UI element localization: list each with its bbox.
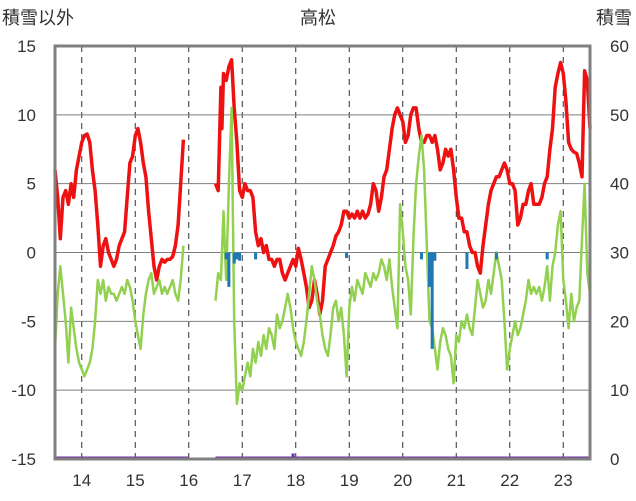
bar-blue-5 [254,252,258,260]
right-tick-10: 10 [610,381,629,400]
x-tick-23: 23 [554,471,573,490]
bar-blue-0 [224,252,228,260]
bar-blue-12 [494,252,498,260]
bar-blue-4 [238,252,242,261]
chart-title: 高松 [300,8,336,29]
x-tick-20: 20 [393,471,412,490]
right-axis-label: 積雪 [596,8,632,29]
left-tick-10: 10 [17,106,36,125]
x-tick-15: 15 [126,471,145,490]
bar-blue-11 [465,252,469,270]
bar-blue-10 [433,252,437,261]
x-tick-19: 19 [340,471,359,490]
x-tick-21: 21 [447,471,466,490]
left-tick--10: -10 [11,381,36,400]
bar-blue-3 [235,252,239,260]
left-tick-0: 0 [27,244,36,263]
plot-frame [53,44,592,461]
x-tick-22: 22 [500,471,519,490]
grid-lines [55,46,590,459]
right-tick-50: 50 [610,106,629,125]
right-tick-0: 0 [610,450,619,469]
bar-blue-7 [419,252,423,260]
x-tick-17: 17 [233,471,252,490]
axes [53,44,592,461]
right-tick-20: 20 [610,312,629,331]
bar-purple-0 [291,453,295,459]
bar-blue-13 [545,252,549,260]
bar-blue-8 [428,252,431,287]
right-tick-40: 40 [610,175,629,194]
x-tick-14: 14 [72,471,91,490]
x-tick-18: 18 [286,471,305,490]
left-axis-label: 積雪以外 [2,8,74,29]
right-tick-30: 30 [610,244,629,263]
bar-blue-9 [430,252,434,349]
bar-blue-6 [345,252,349,259]
series-line-green [53,106,592,406]
x-tick-16: 16 [179,471,198,490]
left-tick--5: -5 [21,312,36,331]
left-tick-5: 5 [27,175,36,194]
bar-blue-2 [232,252,236,264]
series-line-red [53,58,592,317]
bar-blue-1 [227,252,231,287]
left-tick--15: -15 [11,450,36,469]
left-tick-15: 15 [17,37,36,56]
right-tick-60: 60 [610,37,629,56]
